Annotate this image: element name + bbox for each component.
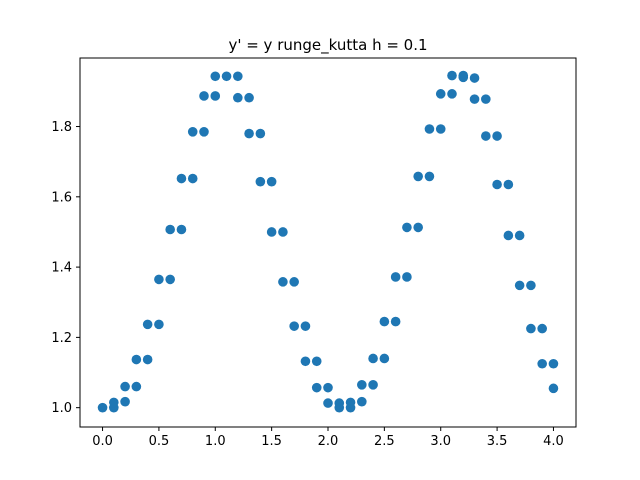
data-point	[199, 127, 209, 137]
data-point	[357, 396, 367, 407]
x-tick-label: 1.5	[261, 434, 282, 449]
data-point	[266, 227, 277, 237]
data-point	[402, 222, 412, 233]
data-point	[435, 89, 446, 99]
data-point	[278, 277, 288, 287]
data-point	[244, 128, 254, 139]
data-point	[390, 272, 401, 282]
data-point	[334, 402, 345, 413]
data-point	[300, 321, 311, 331]
x-tick-label: 4.0	[543, 434, 564, 449]
data-point	[165, 274, 175, 285]
data-point	[447, 89, 457, 99]
x-tick-label: 0.0	[92, 434, 113, 449]
data-point	[131, 354, 142, 365]
data-point	[390, 316, 401, 327]
data-point	[278, 227, 288, 237]
data-point	[469, 73, 480, 83]
data-point	[154, 274, 164, 285]
data-point	[458, 72, 469, 83]
data-point	[503, 230, 514, 241]
data-point	[469, 94, 480, 104]
data-point	[210, 91, 221, 101]
data-point	[435, 124, 446, 134]
data-point	[131, 381, 142, 392]
data-point	[368, 353, 378, 364]
x-tick-label: 2.0	[318, 434, 339, 449]
data-point	[97, 402, 108, 413]
data-point	[255, 176, 266, 187]
data-point	[323, 398, 333, 408]
chart-title: y' = y runge_kutta h = 0.1	[228, 36, 427, 55]
data-point	[413, 171, 423, 182]
data-point	[289, 277, 299, 287]
data-point	[481, 94, 491, 104]
data-point	[233, 71, 243, 82]
data-point	[142, 354, 153, 365]
x-tick-label: 1.0	[205, 434, 226, 449]
data-point	[311, 356, 322, 367]
data-point	[492, 179, 502, 190]
data-point	[357, 380, 367, 390]
y-axis: 1.0 1.2 1.4 1.6 1.8	[51, 120, 80, 416]
data-point	[244, 92, 254, 103]
data-point	[379, 316, 390, 327]
y-tick-label: 1.6	[51, 190, 72, 205]
data-point	[368, 380, 378, 390]
data-point	[221, 71, 232, 82]
data-point	[120, 396, 130, 407]
x-tick-label: 3.5	[487, 434, 508, 449]
data-point	[187, 173, 198, 184]
data-point	[323, 382, 333, 393]
data-point	[176, 224, 187, 235]
y-tick-label: 1.2	[51, 331, 72, 346]
data-point	[345, 397, 356, 408]
data-point	[503, 179, 514, 190]
data-point	[311, 382, 322, 393]
data-point	[255, 128, 266, 139]
data-point	[379, 353, 390, 364]
data-point	[526, 323, 536, 334]
data-point	[289, 321, 299, 331]
y-tick-label: 1.8	[51, 120, 72, 135]
data-point	[402, 272, 412, 282]
y-tick-label: 1.0	[51, 401, 72, 416]
data-point	[424, 171, 435, 182]
x-tick-label: 0.5	[149, 434, 170, 449]
data-point	[187, 127, 198, 137]
data-point	[548, 383, 559, 394]
points-layer	[97, 70, 559, 413]
data-point	[109, 397, 119, 408]
data-point	[526, 280, 536, 291]
data-point	[154, 319, 164, 330]
data-point	[537, 323, 547, 334]
data-point	[447, 70, 457, 81]
x-tick-label: 2.5	[374, 434, 395, 449]
data-point	[514, 280, 525, 291]
data-point	[537, 358, 547, 369]
data-point	[481, 131, 491, 141]
y-tick-label: 1.4	[51, 261, 72, 276]
x-tick-label: 3.0	[430, 434, 451, 449]
data-point	[514, 230, 525, 241]
data-point	[266, 176, 277, 187]
data-point	[300, 356, 311, 367]
data-point	[424, 124, 435, 134]
data-point	[233, 92, 243, 103]
data-point	[199, 91, 209, 101]
data-point	[210, 71, 221, 82]
data-point	[120, 381, 130, 392]
data-point	[165, 224, 175, 235]
x-axis: 0.0 0.5 1.0 1.5 2.0 2.5 3.0 3.5 4.0	[92, 427, 564, 449]
data-point	[548, 358, 559, 369]
data-point	[413, 222, 423, 233]
data-point	[176, 173, 187, 184]
data-point	[492, 131, 502, 141]
data-point	[142, 319, 153, 330]
